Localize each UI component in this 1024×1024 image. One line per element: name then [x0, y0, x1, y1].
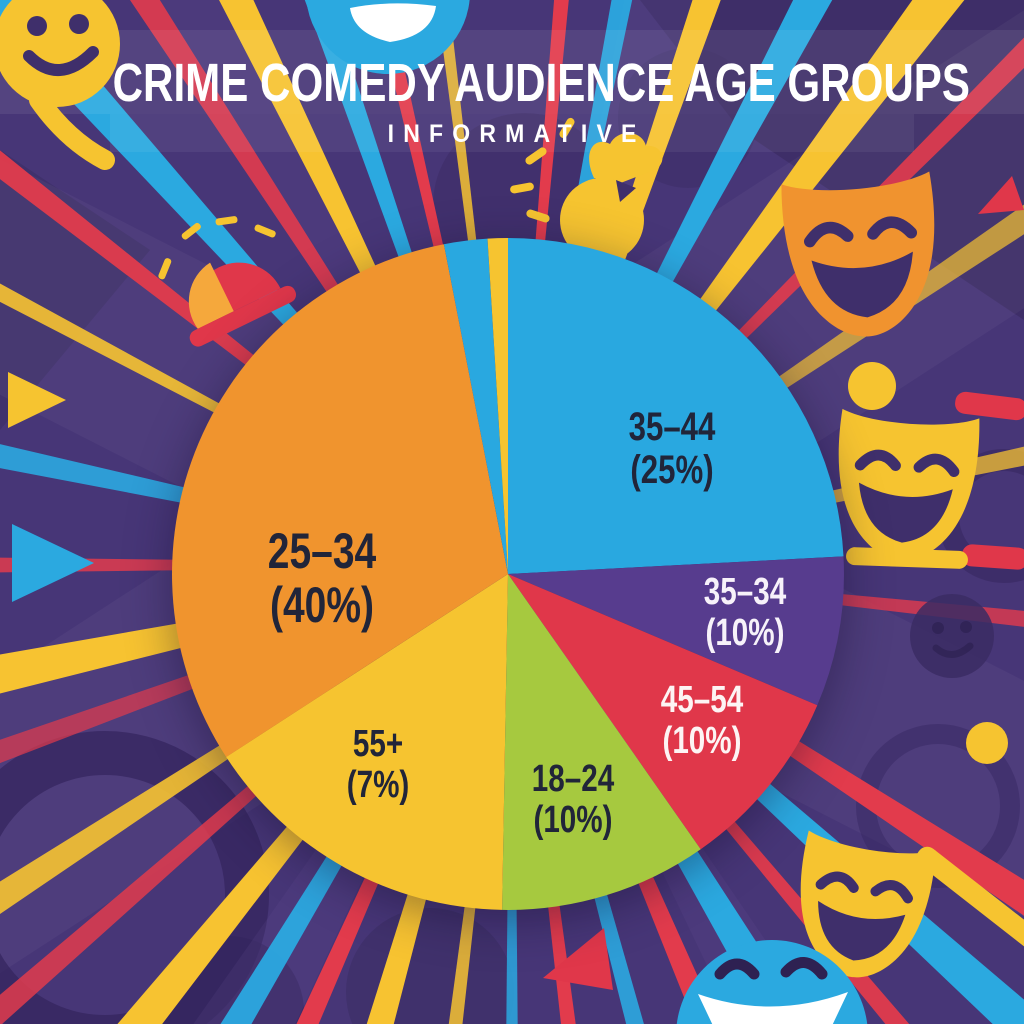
triangle-shape [8, 372, 66, 428]
pie-slice-sliver [443, 238, 508, 574]
accent-bar [961, 544, 1024, 570]
pie-slice-18-24 [502, 574, 701, 910]
pie-slice-sliver [487, 237, 508, 574]
accent-bar [846, 547, 968, 569]
pie-slice-55+ [226, 574, 508, 910]
triangle-shape [543, 928, 613, 990]
header-band [0, 30, 1024, 152]
circle-dot [966, 722, 1008, 764]
pie-slice-25-34 [172, 244, 508, 757]
pie-slice-35-44 [508, 238, 844, 574]
police-siren-icon [158, 216, 297, 347]
smiley-face-icon [910, 594, 994, 678]
accent-bar [916, 846, 1024, 951]
smiley-face-icon [676, 940, 868, 1024]
smiley-face-icon [0, 0, 120, 170]
laughing-emoji-icon [306, 0, 470, 74]
triangle-shape [12, 524, 94, 602]
chart-title: CRIME COMEDY AUDIENCE AGE GROUPS [112, 53, 970, 113]
pie-slice-45-54 [508, 574, 818, 850]
chart-subtitle: INFORMATIVE [387, 120, 646, 148]
header: CRIME COMEDY AUDIENCE AGE GROUPS INFORMA… [0, 0, 1024, 149]
money-bag-icon [510, 117, 663, 262]
circle-dot [848, 362, 896, 410]
pie-slice-35-34 [508, 556, 844, 706]
triangle-shape [978, 176, 1024, 214]
accent-bar [955, 391, 1024, 421]
